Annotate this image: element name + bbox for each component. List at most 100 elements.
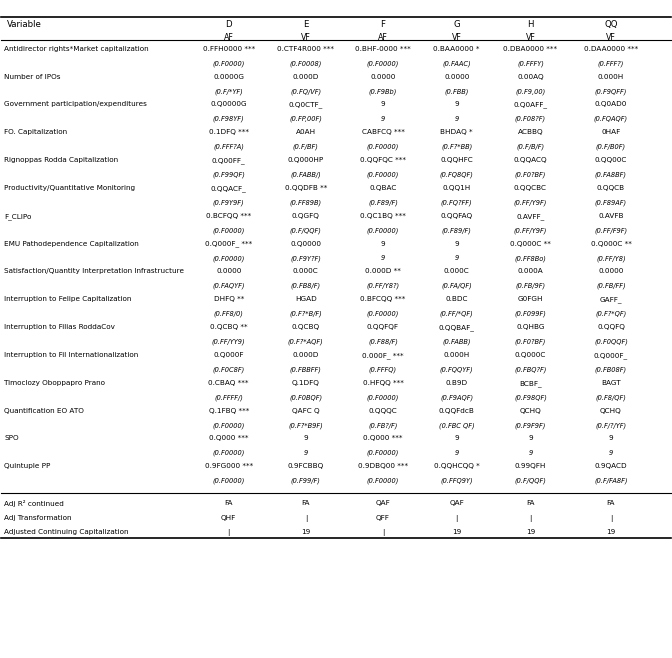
- Text: 0.0000: 0.0000: [598, 268, 624, 274]
- Text: (0.F99QF): (0.F99QF): [212, 172, 245, 178]
- Text: |: |: [456, 515, 458, 522]
- Text: 0.99QFH: 0.99QFH: [515, 463, 546, 469]
- Text: Timoclozy Oboppapro Prano: Timoclozy Oboppapro Prano: [4, 380, 105, 386]
- Text: QCHQ: QCHQ: [519, 407, 542, 414]
- Text: Variable: Variable: [7, 20, 42, 28]
- Text: Adj Transformation: Adj Transformation: [4, 515, 71, 520]
- Text: 0.DBА0000 ***: 0.DBА0000 ***: [503, 46, 558, 52]
- Text: Government participation/expenditures: Government participation/expenditures: [4, 101, 147, 107]
- Text: 0.QQBAF_: 0.QQBAF_: [439, 324, 474, 331]
- Text: 9: 9: [454, 241, 459, 247]
- Text: (0.FAQYF): (0.FAQYF): [212, 283, 245, 290]
- Text: FA: FA: [224, 500, 233, 506]
- Text: (0.F?*QF): (0.F?*QF): [595, 311, 626, 317]
- Text: 9: 9: [454, 101, 459, 107]
- Text: (0.F0BQF): (0.F0BQF): [289, 394, 323, 401]
- Text: (0.F9Y9F): (0.F9Y9F): [213, 199, 245, 206]
- Text: QHF: QHF: [221, 515, 237, 520]
- Text: 0.QQFdcB: 0.QQFdcB: [439, 407, 474, 414]
- Text: 0.QQACF_: 0.QQACF_: [211, 185, 247, 191]
- Text: 0.QQHCQQ *: 0.QQHCQQ *: [434, 463, 480, 469]
- Text: (0.FQ?FF): (0.FQ?FF): [441, 199, 472, 206]
- Text: 0.BAA0000 *: 0.BAA0000 *: [433, 46, 480, 52]
- Text: (0.F/?/YF): (0.F/?/YF): [595, 422, 626, 428]
- Text: SPO: SPO: [4, 436, 19, 442]
- Text: 9: 9: [380, 241, 385, 247]
- Text: BHDАQ *: BHDАQ *: [440, 129, 473, 136]
- Text: 0.QC1BQ ***: 0.QC1BQ ***: [360, 213, 406, 218]
- Text: E: E: [303, 20, 308, 28]
- Text: 0.HFQQ ***: 0.HFQQ ***: [362, 380, 403, 386]
- Text: 0.000F_ ***: 0.000F_ ***: [362, 352, 404, 359]
- Text: (0.FBC QF): (0.FBC QF): [439, 422, 474, 428]
- Text: |: |: [610, 515, 612, 522]
- Text: 9: 9: [381, 255, 385, 261]
- Text: (0.FP,00F): (0.FP,00F): [290, 116, 323, 122]
- Text: AF: AF: [378, 34, 388, 43]
- Text: (0.FF89B): (0.FF89B): [290, 199, 322, 206]
- Text: (0.F08?F): (0.F08?F): [515, 116, 546, 122]
- Text: (0.FA/QF): (0.FA/QF): [442, 283, 472, 290]
- Text: Quintuple PP: Quintuple PP: [4, 463, 50, 469]
- Text: (0.FB08F): (0.FB08F): [595, 367, 627, 373]
- Text: 0.000D: 0.000D: [292, 352, 319, 358]
- Text: (0.FF8Bo): (0.FF8Bo): [515, 255, 546, 261]
- Text: (0.F?*B/F): (0.F?*B/F): [290, 311, 322, 317]
- Text: (0.F/B0F): (0.F/B0F): [596, 143, 626, 150]
- Text: (0.F9Bb): (0.F9Bb): [369, 88, 397, 95]
- Text: (0.FB/FF): (0.FB/FF): [596, 283, 626, 290]
- Text: 0.000D: 0.000D: [292, 74, 319, 80]
- Text: (0.FQ/VF): (0.FQ/VF): [290, 88, 321, 95]
- Text: (0.FB8/F): (0.FB8/F): [291, 283, 321, 290]
- Text: (0.F0000): (0.F0000): [212, 478, 245, 484]
- Text: (0.F/*YF): (0.F/*YF): [214, 88, 243, 95]
- Text: (0.FQ8QF): (0.FQ8QF): [439, 172, 474, 178]
- Text: 0.QQFQ: 0.QQFQ: [597, 324, 625, 330]
- Text: (0.F8/QF): (0.F8/QF): [595, 394, 626, 401]
- Text: (0.F0000): (0.F0000): [367, 227, 399, 234]
- Text: 19: 19: [526, 529, 535, 535]
- Text: 9: 9: [454, 450, 459, 456]
- Text: FA: FA: [302, 500, 310, 506]
- Text: 0.QQ1H: 0.QQ1H: [443, 185, 471, 191]
- Text: (0.F99/F): (0.F99/F): [291, 478, 321, 484]
- Text: (0.F?*AQF): (0.F?*AQF): [288, 338, 324, 345]
- Text: 0.Q000F_: 0.Q000F_: [594, 352, 628, 359]
- Text: 0.000A: 0.000A: [517, 268, 544, 274]
- Text: (0.F0000): (0.F0000): [367, 394, 399, 401]
- Text: (0.F/BF): (0.F/BF): [293, 143, 319, 150]
- Text: 9: 9: [454, 116, 459, 122]
- Text: Rignoppas Rodda Capitalization: Rignoppas Rodda Capitalization: [4, 157, 118, 163]
- Text: (0.F0000): (0.F0000): [367, 478, 399, 484]
- Text: QAFC Q: QAFC Q: [292, 407, 320, 414]
- Text: Satisfaction/Quantity Interpretation Infrastructure: Satisfaction/Quantity Interpretation Inf…: [4, 268, 184, 274]
- Text: QFF: QFF: [376, 515, 390, 520]
- Text: BCBF_: BCBF_: [519, 380, 542, 386]
- Text: |: |: [304, 515, 307, 522]
- Text: 0.QQCB: 0.QQCB: [597, 185, 625, 191]
- Text: (0.FF/*QF): (0.FF/*QF): [440, 311, 474, 317]
- Text: 0.Q000 ***: 0.Q000 ***: [363, 436, 403, 442]
- Text: 0.Q0000: 0.Q0000: [290, 241, 321, 247]
- Text: (0.FQAQF): (0.FQAQF): [594, 116, 628, 122]
- Text: (0.F9AQF): (0.F9AQF): [440, 394, 473, 401]
- Text: (0.FFQ9Y): (0.FFQ9Y): [440, 478, 473, 484]
- Text: FO. Capitalization: FO. Capitalization: [4, 129, 67, 136]
- Text: (0.F0000): (0.F0000): [367, 60, 399, 66]
- Text: 0.Q000F: 0.Q000F: [214, 352, 244, 358]
- Text: 9: 9: [528, 436, 533, 442]
- Text: (0.F0000): (0.F0000): [367, 172, 399, 178]
- Text: (0.F89AF): (0.F89AF): [595, 199, 627, 206]
- Text: (0.FFF?): (0.FFF?): [598, 60, 624, 66]
- Text: Q.1FBQ ***: Q.1FBQ ***: [208, 407, 249, 414]
- Text: 0.AVFF_: 0.AVFF_: [516, 213, 544, 220]
- Text: 9: 9: [609, 450, 613, 456]
- Text: (0.F0000): (0.F0000): [212, 227, 245, 234]
- Text: 0.QQ00C: 0.QQ00C: [595, 157, 627, 163]
- Text: 0.Q00FF_: 0.Q00FF_: [212, 157, 245, 164]
- Text: 0.QQFQC ***: 0.QQFQC ***: [360, 157, 406, 163]
- Text: (0.FF8/0): (0.FF8/0): [214, 311, 244, 317]
- Text: 9: 9: [609, 436, 614, 442]
- Text: 0.Q000HP: 0.Q000HP: [288, 157, 324, 163]
- Text: (0.F/FA8F): (0.F/FA8F): [594, 478, 628, 484]
